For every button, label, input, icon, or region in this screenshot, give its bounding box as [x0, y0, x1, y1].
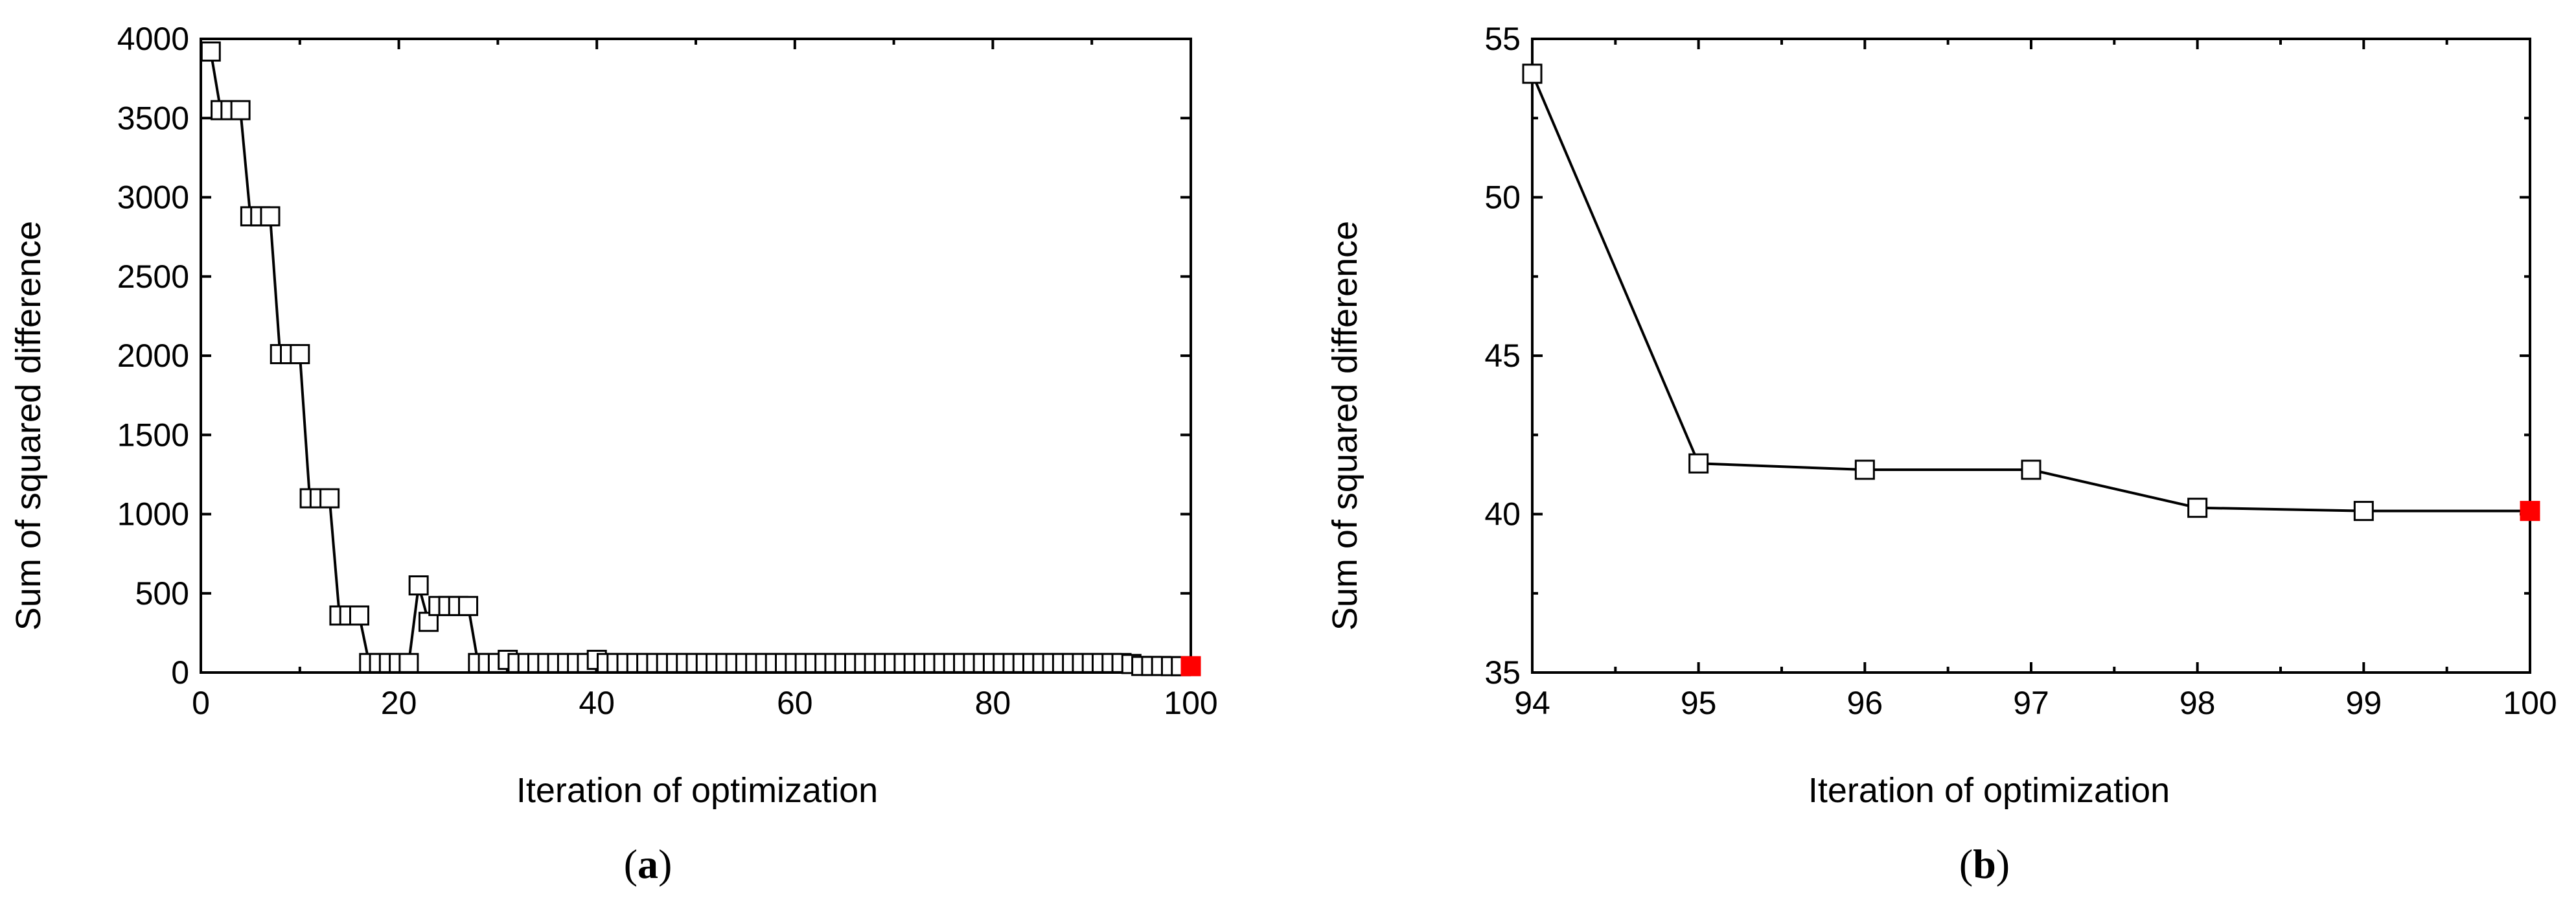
y-tick-label: 55 — [1484, 21, 1521, 57]
series-line — [1531, 73, 2530, 512]
x-tick-label: 99 — [2346, 685, 2382, 721]
y-tick-label: 45 — [1484, 338, 1521, 374]
y-tick-label: 500 — [135, 575, 189, 612]
data-point — [2353, 501, 2374, 522]
data-point — [408, 575, 429, 596]
data-point — [1522, 63, 1543, 84]
data-point — [1854, 459, 1875, 480]
chart-a: Iteration of optimization Sum of squared… — [9, 21, 1218, 887]
chart-b: Iteration of optimization Sum of squared… — [1326, 21, 2557, 887]
data-point — [349, 605, 369, 626]
x-tick-label: 100 — [1164, 685, 1217, 721]
series-line — [209, 51, 1191, 668]
panel-caption-letter: b — [1973, 841, 1996, 887]
x-tick-label: 60 — [777, 685, 813, 721]
x-axis-title: Iteration of optimization — [1808, 771, 2170, 810]
x-tick-label: 94 — [1514, 685, 1550, 721]
x-tick-label: 0 — [192, 685, 210, 721]
y-tick-label: 35 — [1484, 654, 1521, 691]
y-tick-label: 1000 — [117, 496, 189, 533]
panel-a: Iteration of optimization Sum of squared… — [9, 21, 1218, 887]
panel-b: Iteration of optimization Sum of squared… — [1289, 0, 2576, 898]
y-tick-label: 50 — [1484, 179, 1521, 216]
data-point — [398, 652, 419, 673]
y-tick-label: 3500 — [117, 100, 189, 136]
y-axis-title: Sum of squared difference — [1326, 221, 1364, 630]
y-tick-label: 4000 — [117, 21, 189, 57]
y-tick-label: 0 — [171, 654, 189, 691]
x-tick-label: 95 — [1681, 685, 1717, 721]
plot-frame — [1531, 38, 2531, 674]
data-point — [290, 344, 310, 365]
panel-caption: (a) — [624, 841, 673, 887]
data-point — [458, 595, 479, 616]
data-point — [2021, 459, 2041, 480]
y-tick-label: 40 — [1484, 496, 1521, 533]
x-tick-label: 97 — [2013, 685, 2049, 721]
y-tick-label: 3000 — [117, 179, 189, 216]
x-tick-label: 40 — [579, 685, 615, 721]
data-point — [2187, 498, 2208, 518]
y-tick-label: 2000 — [117, 338, 189, 374]
highlight-point — [2520, 501, 2540, 522]
y-tick-label: 2500 — [117, 259, 189, 295]
x-axis-title: Iteration of optimization — [516, 771, 878, 810]
x-tick-label: 80 — [975, 685, 1011, 721]
data-point — [230, 100, 251, 121]
data-point — [200, 41, 221, 62]
x-tick-label: 20 — [381, 685, 417, 721]
y-tick-label: 1500 — [117, 417, 189, 453]
highlight-point — [1180, 656, 1201, 676]
x-tick-label: 98 — [2179, 685, 2216, 721]
plot-frame — [200, 38, 1192, 674]
panel-caption: (b) — [1959, 841, 2010, 887]
x-tick-label: 100 — [2503, 685, 2557, 721]
data-point — [260, 206, 281, 227]
y-axis-title: Sum of squared difference — [9, 221, 48, 630]
data-point — [319, 488, 340, 509]
panel-caption-letter: a — [638, 841, 658, 887]
x-tick-label: 96 — [1847, 685, 1883, 721]
data-point — [1688, 453, 1709, 474]
